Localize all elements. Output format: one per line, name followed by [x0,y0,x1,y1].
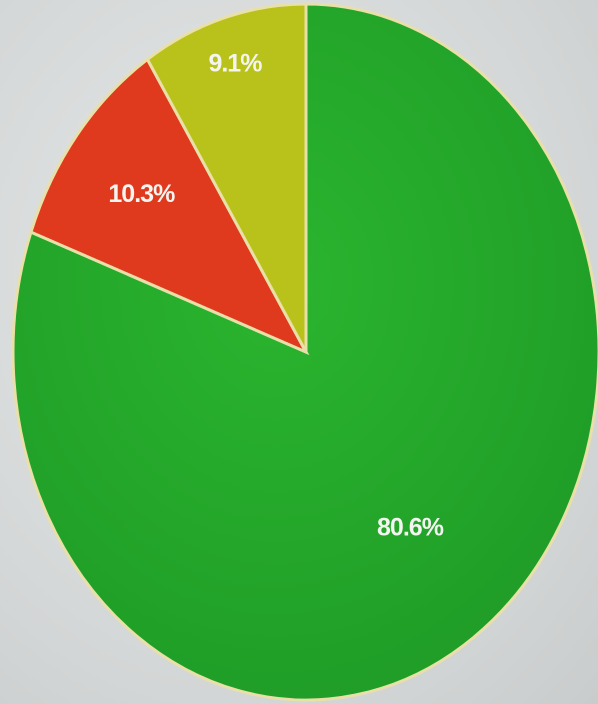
pie-slice-label-3: 9.1% [208,49,262,77]
pie-labels: 80.6% 10.3% 9.1% [108,49,444,542]
pie-slice-label-2: 10.3% [108,180,175,208]
pie-slice-3 [145,2,308,353]
pie-slice-2 [29,57,310,356]
pie-slice-label-1: 80.6% [377,514,444,542]
pie-slices [11,2,598,702]
